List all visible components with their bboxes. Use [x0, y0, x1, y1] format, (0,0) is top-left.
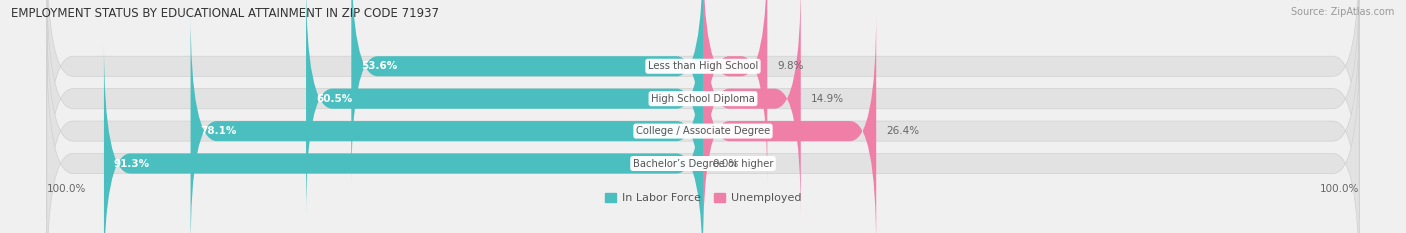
FancyBboxPatch shape: [46, 11, 1360, 233]
Text: 0.0%: 0.0%: [713, 158, 740, 168]
Text: Source: ZipAtlas.com: Source: ZipAtlas.com: [1291, 7, 1395, 17]
Text: High School Diploma: High School Diploma: [651, 94, 755, 104]
Text: 14.9%: 14.9%: [811, 94, 844, 104]
FancyBboxPatch shape: [104, 44, 703, 233]
Text: Less than High School: Less than High School: [648, 61, 758, 71]
Text: 26.4%: 26.4%: [886, 126, 920, 136]
Legend: In Labor Force, Unemployed: In Labor Force, Unemployed: [605, 193, 801, 203]
Text: 78.1%: 78.1%: [201, 126, 236, 136]
FancyBboxPatch shape: [46, 0, 1360, 218]
Text: 60.5%: 60.5%: [316, 94, 352, 104]
Text: 91.3%: 91.3%: [114, 158, 150, 168]
Text: 100.0%: 100.0%: [1320, 184, 1360, 194]
FancyBboxPatch shape: [307, 0, 703, 218]
FancyBboxPatch shape: [46, 0, 1360, 186]
FancyBboxPatch shape: [191, 11, 703, 233]
FancyBboxPatch shape: [703, 0, 768, 186]
Text: College / Associate Degree: College / Associate Degree: [636, 126, 770, 136]
Text: Bachelor’s Degree or higher: Bachelor’s Degree or higher: [633, 158, 773, 168]
Text: EMPLOYMENT STATUS BY EDUCATIONAL ATTAINMENT IN ZIP CODE 71937: EMPLOYMENT STATUS BY EDUCATIONAL ATTAINM…: [11, 7, 439, 20]
FancyBboxPatch shape: [352, 0, 703, 186]
FancyBboxPatch shape: [703, 11, 876, 233]
FancyBboxPatch shape: [703, 0, 801, 218]
Text: 53.6%: 53.6%: [361, 61, 398, 71]
Text: 100.0%: 100.0%: [46, 184, 86, 194]
Text: 9.8%: 9.8%: [778, 61, 804, 71]
FancyBboxPatch shape: [46, 44, 1360, 233]
